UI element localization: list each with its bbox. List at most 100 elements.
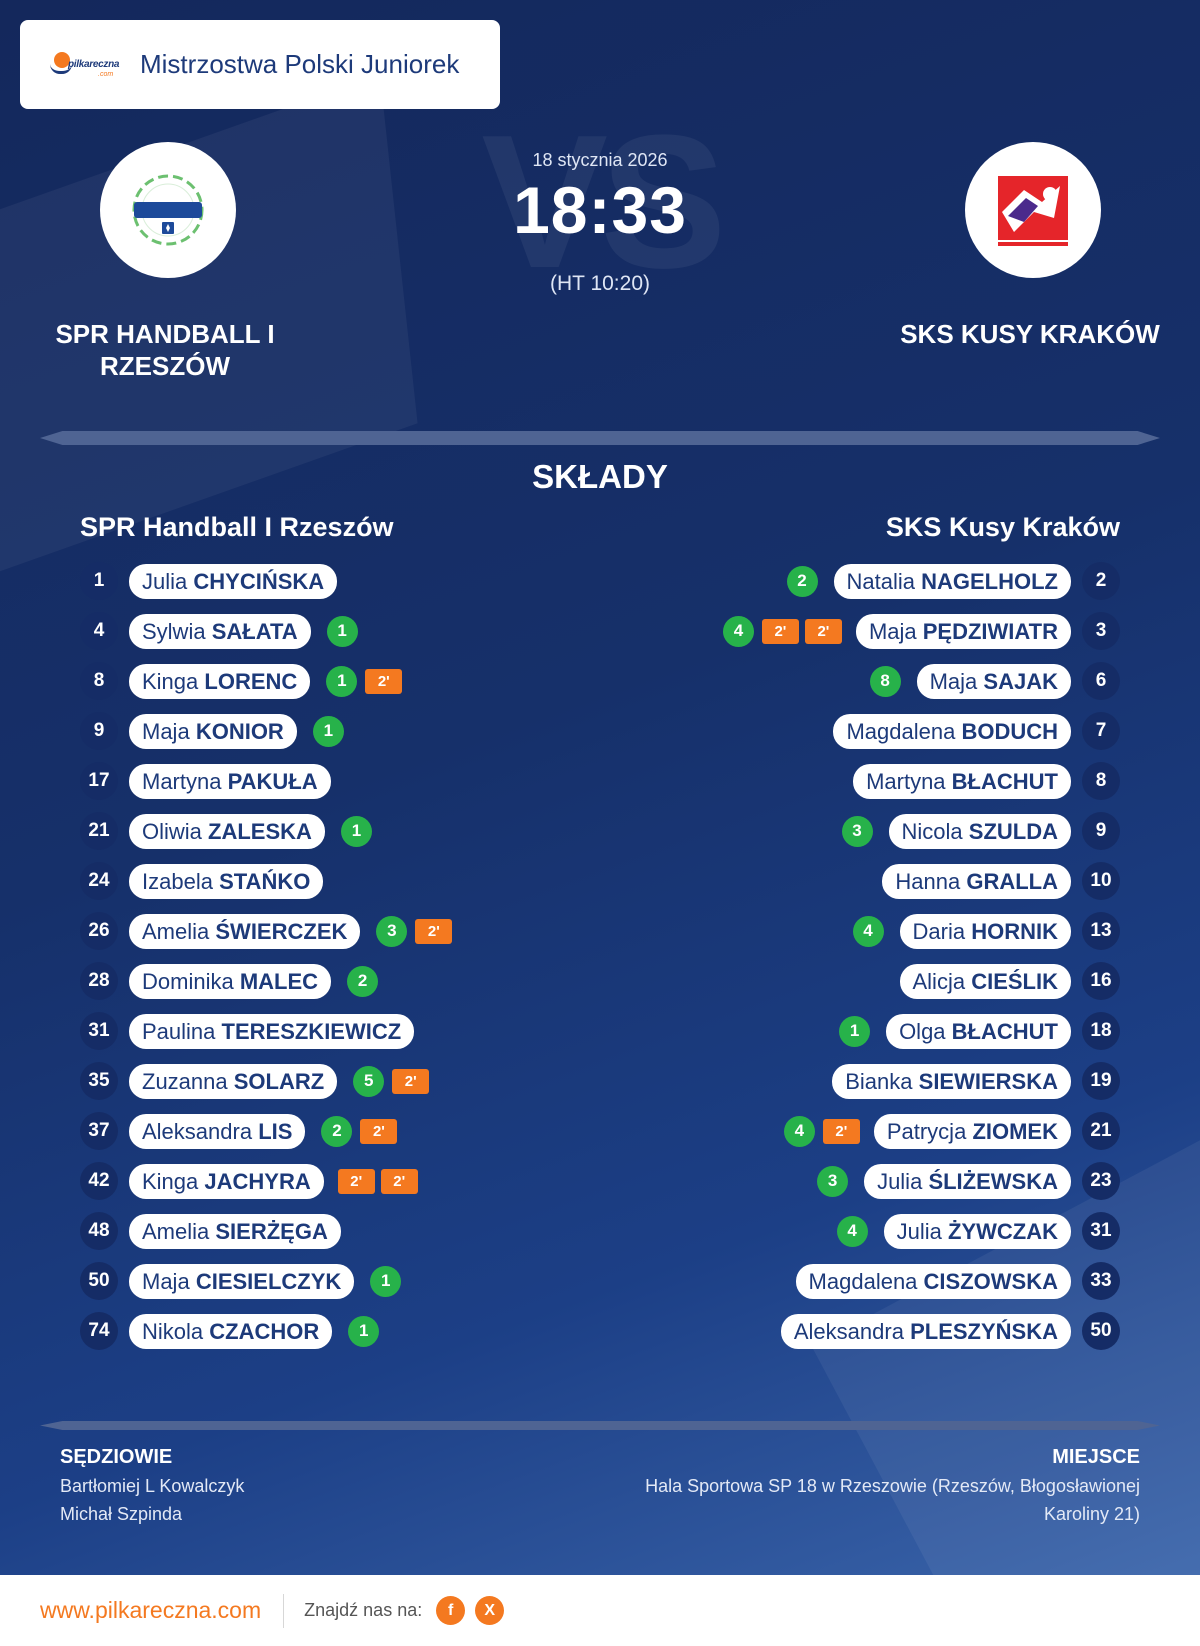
away-team-name: SKS KUSY KRAKÓW xyxy=(900,319,1160,349)
player-name: Bianka SIEWIERSKA xyxy=(832,1063,1071,1099)
suspension-badge: 2' xyxy=(360,1118,398,1144)
player-name: Amelia ŚWIERCZEK xyxy=(129,913,361,949)
player-stats: 1 xyxy=(308,715,349,747)
suspension-badge: 2' xyxy=(380,1168,418,1194)
player-row: 4 Julia ŻYWCZAK 31 xyxy=(560,1206,1120,1256)
player-number: 26 xyxy=(80,912,118,950)
player-first-name: Kinga xyxy=(142,1168,199,1194)
player-last-name: KONIOR xyxy=(195,718,284,744)
player-row: Magdalena BODUCH 7 xyxy=(560,706,1120,756)
player-first-name: Oliwia xyxy=(142,818,202,844)
player-name: Natalia NAGELHOLZ xyxy=(833,563,1071,599)
player-last-name: SAJAK xyxy=(983,668,1058,694)
player-first-name: Kinga xyxy=(142,668,199,694)
player-name: Amelia SIERŻĘGA xyxy=(129,1213,341,1249)
player-first-name: Daria xyxy=(912,918,966,944)
player-first-name: Dominika xyxy=(142,968,234,994)
player-row: 26 Amelia ŚWIERCZEK 3 2' xyxy=(80,906,640,956)
player-name: Nicola SZULDA xyxy=(888,813,1071,849)
player-number: 13 xyxy=(1082,912,1120,950)
website-link[interactable]: www.pilkareczna.com xyxy=(40,1597,262,1623)
player-last-name: CHYCIŃSKA xyxy=(193,568,325,594)
player-number: 2 xyxy=(1082,562,1120,600)
home-team-crest-icon xyxy=(100,142,236,278)
suspension-badge: 2' xyxy=(337,1168,375,1194)
player-last-name: CZACHOR xyxy=(209,1318,320,1344)
player-first-name: Sylwia xyxy=(142,618,206,644)
player-first-name: Patrycja xyxy=(886,1118,967,1144)
player-name: Dominika MALEC xyxy=(129,963,332,999)
player-number: 1 xyxy=(80,562,118,600)
player-name: Maja SAJAK xyxy=(916,663,1071,699)
player-stats: 5 2' xyxy=(348,1065,432,1097)
referee-name: Michał Szpinda xyxy=(60,1504,183,1524)
section-title: SKŁADY xyxy=(532,458,668,495)
player-name: Izabela STAŃKO xyxy=(129,863,324,899)
player-row: Magdalena CISZOWSKA 33 xyxy=(560,1256,1120,1306)
player-last-name: MALEC xyxy=(239,968,319,994)
player-stats: 2' 2' xyxy=(335,1168,421,1194)
player-name: Nikola CZACHOR xyxy=(129,1313,333,1349)
player-row: Alicja CIEŚLIK 16 xyxy=(560,956,1120,1006)
venue-title: MIEJSCE xyxy=(1052,1446,1140,1468)
player-number: 31 xyxy=(80,1012,118,1050)
player-row: 8 Maja SAJAK 6 xyxy=(560,656,1120,706)
player-name: Kinga JACHYRA xyxy=(129,1163,324,1199)
player-first-name: Magdalena xyxy=(808,1268,918,1294)
player-row: Aleksandra PLESZYŃSKA 50 xyxy=(560,1306,1120,1356)
player-name: Kinga LORENC xyxy=(129,663,311,699)
player-first-name: Alicja xyxy=(912,968,966,994)
goals-badge: 1 xyxy=(326,665,358,697)
player-number: 19 xyxy=(1082,1062,1120,1100)
player-stats: 8 xyxy=(865,665,906,697)
goals-badge: 1 xyxy=(340,815,372,847)
player-last-name: SAŁATA xyxy=(211,618,298,644)
player-row: 31 Paulina TERESZKIEWICZ xyxy=(80,1006,640,1056)
x-icon[interactable]: X xyxy=(475,1596,505,1625)
player-number: 28 xyxy=(80,962,118,1000)
player-number: 8 xyxy=(80,662,118,700)
section-divider xyxy=(40,431,1160,445)
suspension-badge: 2' xyxy=(804,618,842,644)
find-us-label: Znajdź nas na: xyxy=(304,1600,423,1620)
player-first-name: Aleksandra xyxy=(142,1118,253,1144)
goals-badge: 2 xyxy=(321,1115,353,1147)
player-last-name: BODUCH xyxy=(961,718,1058,744)
goals-badge: 3 xyxy=(376,915,408,947)
player-last-name: JACHYRA xyxy=(204,1168,311,1194)
player-row: Hanna GRALLA 10 xyxy=(560,856,1120,906)
venue-text: Hala Sportowa SP 18 w Rzeszowie (Rzeszów… xyxy=(645,1476,1140,1524)
player-last-name: SIEWIERSKA xyxy=(918,1068,1058,1094)
goals-badge: 4 xyxy=(783,1115,815,1147)
player-stats: 1 2' xyxy=(321,665,405,697)
player-first-name: Maja xyxy=(142,718,190,744)
player-row: 35 Zuzanna SOLARZ 5 2' xyxy=(80,1056,640,1106)
player-number: 6 xyxy=(1082,662,1120,700)
player-number: 23 xyxy=(1082,1162,1120,1200)
facebook-icon[interactable]: f xyxy=(436,1596,466,1625)
player-first-name: Amelia xyxy=(142,918,210,944)
player-last-name: CIESIELCZYK xyxy=(195,1268,342,1294)
player-stats: 4 2' 2' xyxy=(718,615,845,647)
player-name: Olga BŁACHUT xyxy=(886,1013,1071,1049)
player-stats: 1 xyxy=(343,1315,384,1347)
player-number: 21 xyxy=(80,812,118,850)
player-number: 50 xyxy=(1082,1312,1120,1350)
player-stats: 2 2' xyxy=(316,1115,400,1147)
player-number: 7 xyxy=(1082,712,1120,750)
player-first-name: Maja xyxy=(929,668,978,694)
player-row: 1 Julia CHYCIŃSKA xyxy=(80,556,640,606)
player-first-name: Nicola xyxy=(901,818,963,844)
pilkareczna-logo-icon[interactable]: pilkareczna .com xyxy=(50,50,122,80)
footer-divider xyxy=(283,1593,285,1628)
player-name: Patrycja ZIOMEK xyxy=(873,1113,1071,1149)
player-number: 3 xyxy=(1082,612,1120,650)
player-last-name: CISZOWSKA xyxy=(923,1268,1058,1294)
player-name: Daria HORNIK xyxy=(899,913,1071,949)
player-first-name: Natalia xyxy=(846,568,915,594)
player-last-name: GRALLA xyxy=(966,868,1058,894)
player-row: 42 Kinga JACHYRA 2' 2' xyxy=(80,1156,640,1206)
competition-title: Mistrzostwa Polski Juniorek xyxy=(140,49,460,79)
away-team-crest-icon xyxy=(965,142,1101,278)
player-row: 9 Maja KONIOR 1 xyxy=(80,706,640,756)
